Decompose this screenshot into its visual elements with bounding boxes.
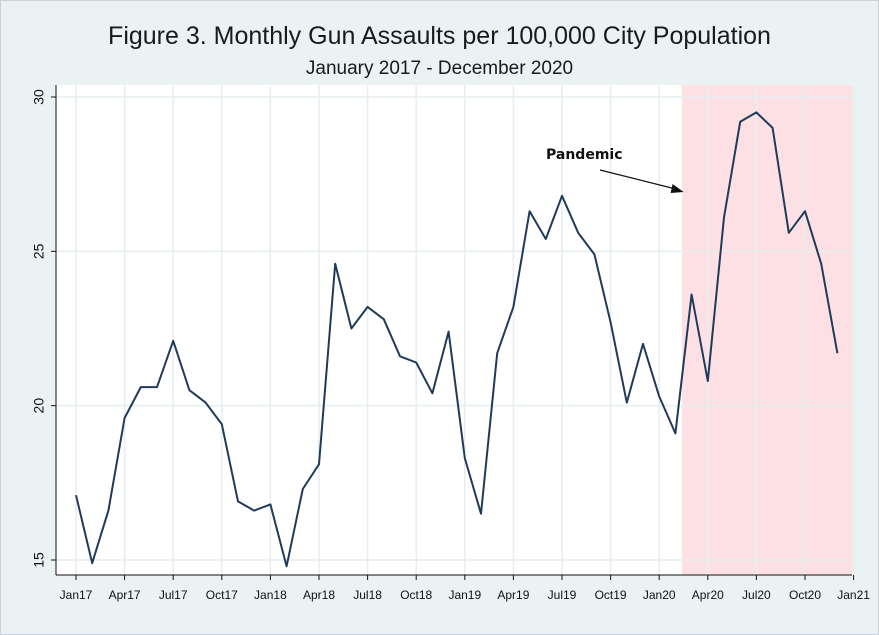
x-tick-label: Oct17 (206, 588, 238, 602)
chart-subtitle: January 2017 - December 2020 (305, 58, 574, 79)
y-tick-label: 20 (31, 398, 47, 414)
series-line (75, 111, 839, 568)
arrow-head-icon (670, 184, 684, 193)
x-tick-label: Jan21 (837, 588, 870, 602)
pandemic-annotation-label: Pandemic (546, 147, 623, 163)
x-tick-label: Jan18 (254, 588, 287, 602)
x-tick-label: Apr20 (692, 588, 724, 602)
pandemic-shaded-region (681, 85, 852, 575)
x-tick-label: Jul18 (353, 588, 382, 602)
x-tick-label: Oct20 (789, 588, 821, 602)
x-tick-label: Jul17 (159, 588, 188, 602)
x-tick-label: Jan17 (60, 588, 93, 602)
x-tick-label: Jul19 (548, 588, 577, 602)
x-tick-label: Jul20 (742, 588, 771, 602)
x-tick-label: Apr18 (303, 588, 335, 602)
y-tick-label: 30 (31, 89, 47, 105)
x-tick-label: Oct19 (595, 588, 627, 602)
x-tick-label: Jan20 (643, 588, 676, 602)
y-tick-label: 15 (31, 552, 47, 568)
x-tick-label: Jan19 (448, 588, 481, 602)
pandemic-annotation-arrow (599, 169, 676, 190)
x-tick-label: Apr17 (109, 588, 141, 602)
x-tick-label: Apr19 (497, 588, 529, 602)
chart-title: Figure 3. Monthly Gun Assaults per 100,0… (108, 22, 771, 50)
x-tick-label: Oct18 (400, 588, 432, 602)
y-tick-label: 25 (31, 243, 47, 259)
